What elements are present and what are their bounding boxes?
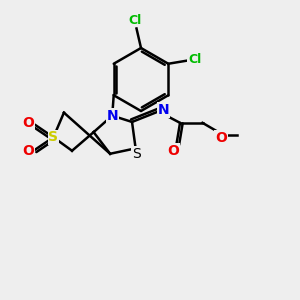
Text: N: N [158, 103, 169, 117]
Text: S: S [48, 130, 59, 144]
Text: O: O [167, 144, 179, 158]
Text: O: O [215, 131, 227, 145]
Text: Cl: Cl [188, 53, 201, 66]
Text: N: N [106, 109, 118, 123]
Text: Cl: Cl [128, 14, 142, 27]
Text: O: O [22, 116, 34, 130]
Text: O: O [22, 144, 34, 158]
Text: S: S [132, 147, 141, 161]
